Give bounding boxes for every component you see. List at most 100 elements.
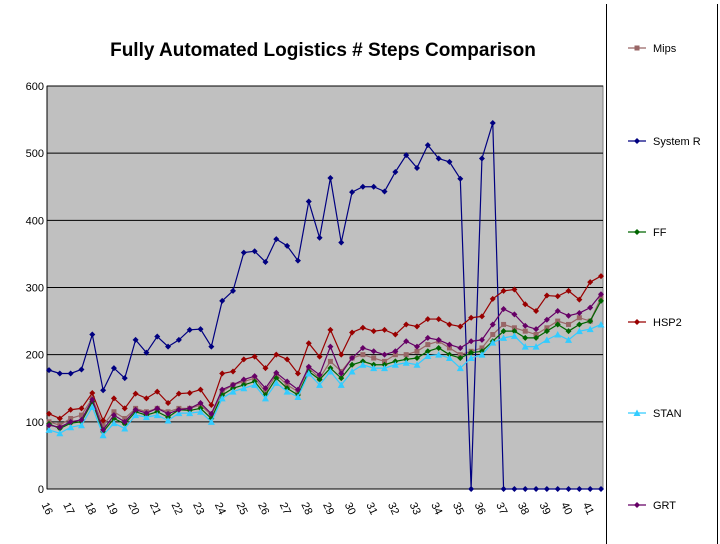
data-point bbox=[490, 332, 496, 338]
data-point bbox=[262, 365, 269, 372]
data-point bbox=[294, 257, 301, 264]
data-point bbox=[67, 370, 74, 377]
x-tick-label: 36 bbox=[472, 501, 488, 517]
data-point bbox=[381, 188, 388, 195]
data-point bbox=[89, 389, 96, 396]
chart-title: Fully Automated Logistics # Steps Compar… bbox=[110, 40, 536, 61]
legend-marker bbox=[633, 409, 641, 416]
data-point bbox=[121, 418, 128, 425]
data-point bbox=[435, 316, 442, 323]
data-point bbox=[316, 376, 323, 383]
data-point bbox=[56, 429, 64, 437]
data-point bbox=[576, 315, 582, 321]
data-point bbox=[262, 389, 268, 395]
data-point bbox=[359, 183, 366, 190]
data-point bbox=[457, 175, 464, 182]
data-point bbox=[56, 415, 63, 422]
data-point bbox=[154, 388, 161, 395]
data-point bbox=[78, 405, 85, 412]
legend-label: Mips bbox=[653, 43, 677, 55]
data-point bbox=[543, 316, 550, 323]
data-point bbox=[543, 336, 551, 343]
data-point bbox=[219, 370, 226, 377]
data-point bbox=[544, 325, 550, 331]
data-point bbox=[370, 348, 377, 355]
data-point bbox=[445, 354, 453, 362]
legend: Mips System R FF HSP2 STAN GRT bbox=[628, 43, 701, 512]
data-point bbox=[566, 321, 572, 327]
legend-item: STAN bbox=[628, 408, 682, 420]
series-line bbox=[48, 293, 602, 432]
data-point bbox=[598, 486, 604, 492]
data-point bbox=[78, 412, 84, 418]
data-point bbox=[403, 338, 410, 345]
data-point bbox=[208, 410, 215, 417]
data-point bbox=[425, 342, 431, 348]
data-point bbox=[284, 378, 291, 385]
legend-marker bbox=[634, 138, 640, 144]
data-point bbox=[587, 318, 594, 325]
data-point bbox=[110, 365, 117, 372]
data-point bbox=[251, 381, 259, 388]
data-point bbox=[143, 349, 150, 356]
data-point bbox=[186, 405, 193, 412]
data-point bbox=[89, 331, 96, 338]
y-tick-label: 0 bbox=[38, 484, 44, 496]
data-point bbox=[359, 344, 366, 351]
x-tick-label: 34 bbox=[428, 501, 444, 517]
data-point bbox=[533, 332, 539, 338]
data-point bbox=[500, 287, 507, 294]
x-tick-label: 40 bbox=[558, 501, 574, 517]
data-point bbox=[414, 348, 420, 354]
data-point bbox=[403, 352, 409, 358]
data-point bbox=[207, 418, 215, 425]
data-point bbox=[272, 379, 280, 386]
data-point bbox=[392, 352, 398, 358]
series-line bbox=[48, 297, 602, 427]
data-point bbox=[175, 409, 183, 417]
data-point bbox=[586, 325, 594, 333]
data-point bbox=[543, 328, 550, 335]
y-tick-label: 100 bbox=[26, 417, 44, 429]
data-point bbox=[197, 386, 204, 393]
x-tick-label: 30 bbox=[342, 501, 358, 517]
data-point bbox=[521, 343, 529, 350]
data-point bbox=[598, 295, 604, 301]
data-point bbox=[56, 424, 63, 431]
data-point bbox=[100, 426, 107, 433]
series-system-r bbox=[46, 119, 604, 492]
data-point bbox=[511, 328, 518, 335]
data-point bbox=[349, 329, 356, 336]
data-point bbox=[305, 198, 312, 205]
legend-item: System R bbox=[628, 136, 701, 148]
data-point bbox=[197, 408, 205, 415]
x-tick-label: 38 bbox=[515, 501, 531, 517]
legend-item: HSP2 bbox=[628, 317, 682, 329]
data-point bbox=[489, 339, 497, 346]
data-point bbox=[121, 425, 129, 432]
x-tick-label: 17 bbox=[60, 501, 76, 517]
data-point bbox=[533, 486, 540, 492]
data-point bbox=[316, 234, 323, 241]
data-point bbox=[435, 344, 442, 351]
data-point bbox=[338, 239, 345, 246]
data-point bbox=[349, 355, 356, 362]
x-tick-label: 28 bbox=[298, 501, 314, 517]
data-point bbox=[598, 273, 604, 280]
data-point bbox=[67, 423, 75, 431]
data-point bbox=[446, 321, 453, 328]
x-tick-label: 27 bbox=[277, 501, 293, 517]
x-tick-label: 33 bbox=[407, 501, 423, 517]
data-point bbox=[262, 385, 269, 392]
series-stan bbox=[45, 320, 605, 439]
data-point bbox=[402, 359, 410, 366]
data-point bbox=[510, 332, 518, 339]
data-point bbox=[240, 376, 247, 383]
data-point bbox=[457, 344, 464, 351]
data-point bbox=[100, 417, 107, 424]
data-point bbox=[381, 364, 389, 372]
data-point bbox=[283, 388, 291, 395]
data-point bbox=[359, 324, 366, 331]
x-tick-label: 23 bbox=[190, 501, 206, 517]
x-tick-label: 16 bbox=[39, 501, 55, 517]
